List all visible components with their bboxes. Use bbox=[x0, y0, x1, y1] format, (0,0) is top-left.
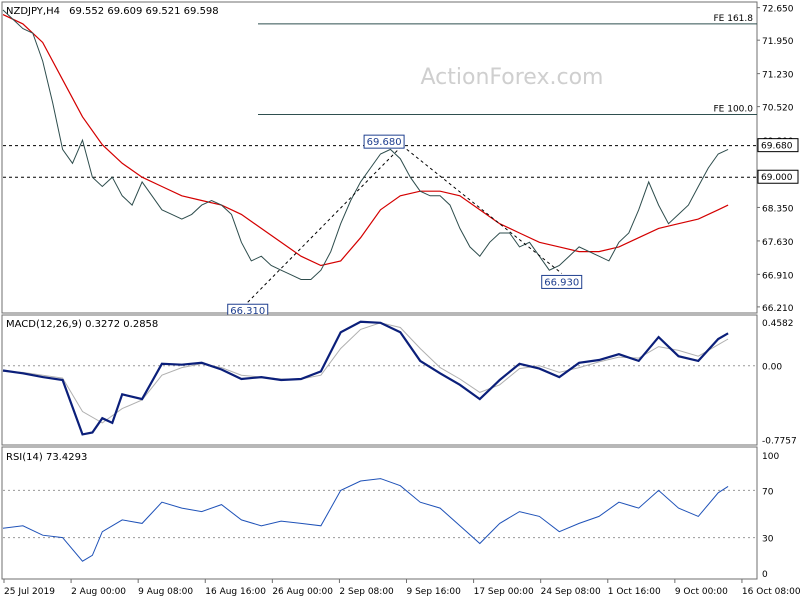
x-axis: 25 Jul 2019 2 Aug 00:00 9 Aug 08:00 16 Aug … bbox=[3, 579, 800, 597]
price-header: NZDJPY,H4 69.552 69.609 69.521 69.598 bbox=[6, 6, 219, 17]
tagged-level-label: 69.680 bbox=[761, 142, 793, 152]
symbol-label: NZDJPY,H4 bbox=[6, 6, 60, 17]
trend-dashed-line bbox=[247, 145, 403, 303]
rsi-tick-label: 70 bbox=[762, 487, 774, 497]
price-annotation-box bbox=[541, 274, 583, 289]
price-tick-label: 66.210 bbox=[762, 304, 794, 314]
x-tick-label: 1 Oct 16:00 bbox=[608, 587, 661, 597]
macd-panel-frame bbox=[1, 314, 758, 446]
price-panel: NZDJPY,H4 69.552 69.609 69.521 69.598 Ac… bbox=[1, 1, 799, 318]
rsi-tick-label: 0 bbox=[762, 570, 768, 580]
x-tick-label: 2 Sep 08:00 bbox=[339, 587, 394, 597]
x-tick-label: 2 Aug 00:00 bbox=[71, 587, 126, 597]
price-tick-label: 67.630 bbox=[762, 238, 794, 248]
x-tick-label: 9 Oct 00:00 bbox=[675, 587, 728, 597]
x-tick-label: 16 Aug 16:00 bbox=[205, 587, 266, 597]
x-tick-label: 9 Aug 08:00 bbox=[138, 587, 193, 597]
fe-level-label: FE 161.8 bbox=[714, 14, 754, 24]
price-tick-label: 68.350 bbox=[762, 204, 794, 214]
macd-signal-line bbox=[2, 322, 729, 424]
watermark: ActionForex.com bbox=[421, 65, 604, 90]
x-tick-label: 16 Oct 08:00 bbox=[742, 587, 800, 597]
price-line bbox=[2, 9, 729, 280]
rsi-panel-frame bbox=[1, 446, 758, 580]
rsi-tick-label: 100 bbox=[762, 452, 779, 462]
price-tick-label: 66.910 bbox=[762, 271, 794, 281]
x-tick-label: 9 Sep 16:00 bbox=[407, 587, 462, 597]
price-tick-label: 71.230 bbox=[762, 71, 794, 81]
price-annotation-label: 66.930 bbox=[544, 277, 579, 288]
macd-lines bbox=[2, 320, 729, 436]
rsi-panel: RSI(14) 73.4293 100 70 30 0 bbox=[1, 446, 779, 580]
tagged-level-label: 69.000 bbox=[761, 173, 793, 183]
tagged-level-tag bbox=[757, 138, 799, 153]
price-panel-frame bbox=[1, 1, 758, 314]
rsi-label: RSI(14) 73.4293 bbox=[6, 452, 87, 463]
fe-level-label: FE 100.0 bbox=[714, 105, 754, 115]
x-tick-label: 25 Jul 2019 bbox=[4, 587, 55, 597]
x-tick-label: 24 Sep 08:00 bbox=[541, 587, 601, 597]
price-levels: FE 161.8 FE 100.0 69.680 69.000 bbox=[3, 14, 799, 184]
macd-axis: 0.4582 0.00 -0.7757 bbox=[3, 319, 797, 447]
macd-line bbox=[2, 320, 729, 436]
macd-tick-label: 0.00 bbox=[762, 363, 782, 373]
x-tick-label: 26 Aug 00:00 bbox=[272, 587, 333, 597]
trend-dashed-line bbox=[401, 145, 563, 274]
macd-label: MACD(12,26,9) 0.3272 0.2858 bbox=[6, 319, 158, 330]
price-tick-label: 70.520 bbox=[762, 104, 794, 114]
price-tick-label: 72.650 bbox=[762, 5, 794, 15]
macd-tick-label: 0.4582 bbox=[762, 319, 794, 329]
price-annotation-box bbox=[363, 134, 405, 149]
tagged-level-tag bbox=[757, 169, 799, 184]
macd-panel: MACD(12,26,9) 0.3272 0.2858 0.4582 0.00 -0… bbox=[1, 314, 797, 447]
ohlc-readout: 69.552 69.609 69.521 69.598 bbox=[69, 6, 219, 17]
rsi-lines bbox=[2, 478, 729, 562]
rsi-axis: 100 70 30 0 bbox=[3, 452, 779, 580]
price-lines bbox=[2, 9, 729, 303]
price-annotation-label: 69.680 bbox=[367, 137, 402, 148]
rsi-line bbox=[2, 478, 729, 562]
rsi-tick-label: 30 bbox=[762, 535, 774, 545]
price-axis: 72.65071.95071.23070.52069.80069.10068.3… bbox=[757, 5, 794, 314]
price-annotation-label: 66.310 bbox=[230, 306, 265, 317]
price-tick-label: 71.950 bbox=[762, 37, 794, 47]
x-tick-label: 17 Sep 00:00 bbox=[474, 587, 534, 597]
macd-tick-label: -0.7757 bbox=[762, 437, 797, 447]
